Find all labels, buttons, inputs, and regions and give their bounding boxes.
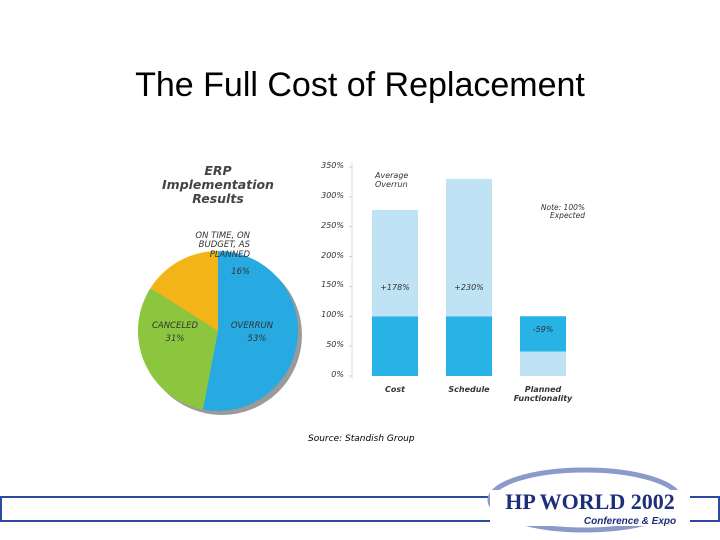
bar-value-label: -59% — [532, 324, 554, 334]
y-tick-label: 150% — [321, 280, 344, 290]
slide-title: The Full Cost of Replacement — [135, 66, 585, 104]
y-tick-label: 300% — [321, 190, 344, 200]
bar-value-label: +178% — [380, 283, 410, 293]
pie-category-label: ON TIME, ON BUDGET, AS PLANNED — [195, 231, 250, 260]
pie-value-label: 53% — [247, 334, 267, 344]
x-tick-label: Cost — [385, 385, 405, 394]
y-tick-label: 0% — [331, 370, 344, 379]
y-tick-label: 350% — [321, 161, 344, 170]
x-tick-label: Planned Functionality — [513, 385, 573, 403]
pie-title: ERP Implementation Results — [162, 163, 274, 206]
annotation: Average Overrun — [375, 171, 409, 189]
x-tick-label: Schedule — [448, 385, 490, 394]
pie-slice — [150, 251, 218, 331]
annotation: Note: 100% Expected — [540, 203, 585, 221]
pie-category-label: CANCELED — [151, 321, 199, 331]
y-tick-label: 100% — [321, 310, 344, 320]
logo-tagline: Conference & Expo — [584, 516, 676, 527]
pie-category-label: OVERRUN — [230, 321, 274, 331]
pie-value-label: 16% — [231, 267, 250, 277]
pie-value-label: 31% — [165, 334, 185, 344]
y-tick-label: 250% — [321, 220, 344, 230]
logo-backdrop — [490, 490, 690, 526]
bar-segment — [446, 178, 492, 317]
y-tick-label: 50% — [326, 340, 344, 350]
logo: HP WORLD 2002 — [505, 489, 675, 514]
y-tick-label: 200% — [321, 250, 344, 260]
bar-segment — [520, 316, 566, 352]
bar-value-label: +230% — [454, 283, 484, 293]
pie-slice — [138, 288, 218, 410]
pie-slice — [203, 250, 299, 412]
bar-segment — [446, 316, 492, 376]
source-note: Source: Standish Group — [308, 434, 415, 444]
bar-segment — [372, 209, 418, 317]
bar-segment — [372, 316, 418, 376]
